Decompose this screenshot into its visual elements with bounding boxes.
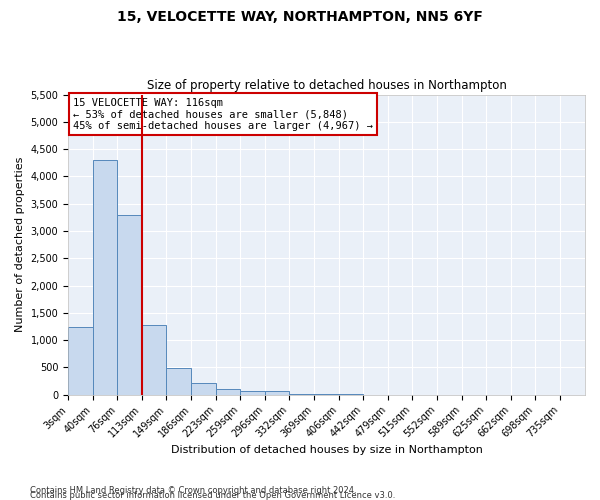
Bar bbox=[166, 368, 191, 394]
Text: 15, VELOCETTE WAY, NORTHAMPTON, NN5 6YF: 15, VELOCETTE WAY, NORTHAMPTON, NN5 6YF bbox=[117, 10, 483, 24]
Y-axis label: Number of detached properties: Number of detached properties bbox=[15, 157, 25, 332]
Title: Size of property relative to detached houses in Northampton: Size of property relative to detached ho… bbox=[146, 79, 506, 92]
Text: Contains HM Land Registry data © Crown copyright and database right 2024.: Contains HM Land Registry data © Crown c… bbox=[30, 486, 356, 495]
Bar bbox=[68, 326, 93, 394]
Bar bbox=[265, 392, 289, 394]
Bar bbox=[191, 382, 216, 394]
Bar bbox=[117, 214, 142, 394]
Text: Contains public sector information licensed under the Open Government Licence v3: Contains public sector information licen… bbox=[30, 491, 395, 500]
Text: 15 VELOCETTE WAY: 116sqm
← 53% of detached houses are smaller (5,848)
45% of sem: 15 VELOCETTE WAY: 116sqm ← 53% of detach… bbox=[73, 98, 373, 131]
Bar bbox=[93, 160, 117, 394]
Bar bbox=[142, 325, 166, 394]
X-axis label: Distribution of detached houses by size in Northampton: Distribution of detached houses by size … bbox=[170, 445, 482, 455]
Bar bbox=[216, 390, 240, 394]
Bar bbox=[240, 390, 265, 394]
